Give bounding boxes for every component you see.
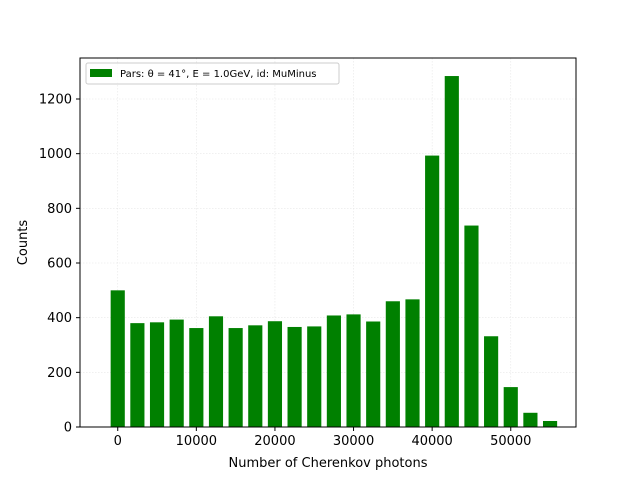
bar <box>366 321 381 427</box>
legend-box <box>85 62 340 85</box>
x-tick-label: 30000 <box>333 434 374 449</box>
bar <box>326 315 341 427</box>
bar <box>208 316 224 427</box>
plot-frame <box>79 57 577 428</box>
y-tick-label: 1200 <box>39 93 72 108</box>
bar <box>503 387 518 427</box>
x-tick-label: 0 <box>114 434 122 449</box>
legend: Pars: θ = 41°, E = 1.0GeV, id: MuMinus <box>85 62 340 85</box>
bar <box>444 76 459 427</box>
bar <box>523 412 538 427</box>
bar <box>130 323 145 427</box>
legend-label: Pars: θ = 41°, E = 1.0GeV, id: MuMinus <box>120 69 317 80</box>
y-tick-label: 600 <box>47 257 72 272</box>
bars <box>110 76 558 427</box>
y-axis-label: Counts <box>16 220 31 266</box>
bar <box>169 319 184 427</box>
y-tick-label: 1000 <box>39 147 72 162</box>
x-axis-label: Number of Cherenkov photons <box>229 456 428 471</box>
bar <box>149 322 165 427</box>
bar <box>110 290 125 427</box>
y-tick-label: 200 <box>47 366 72 381</box>
bar <box>228 328 243 427</box>
y-tick-label: 800 <box>47 202 72 217</box>
bar <box>287 326 302 427</box>
x-tick-label: 50000 <box>490 434 531 449</box>
bar <box>464 225 479 427</box>
y-tick-label: 400 <box>47 311 72 326</box>
bar <box>307 326 322 427</box>
x-tick-label: 10000 <box>176 434 217 449</box>
bar <box>248 325 263 427</box>
y-axis-ticks: 0 200 400 600 800 1000 1200 <box>39 93 80 436</box>
bar <box>189 328 204 427</box>
bar <box>267 321 283 427</box>
x-axis-ticks: 0 10000 20000 30000 40000 50000 <box>114 427 531 449</box>
bar <box>542 420 558 427</box>
y-tick-label: 0 <box>64 421 72 436</box>
bar <box>425 155 440 427</box>
legend-swatch <box>90 69 112 77</box>
x-tick-label: 40000 <box>411 434 452 449</box>
bar <box>346 314 361 427</box>
bar <box>405 299 420 427</box>
bar <box>385 301 400 427</box>
bar <box>484 336 499 427</box>
x-tick-label: 20000 <box>254 434 295 449</box>
